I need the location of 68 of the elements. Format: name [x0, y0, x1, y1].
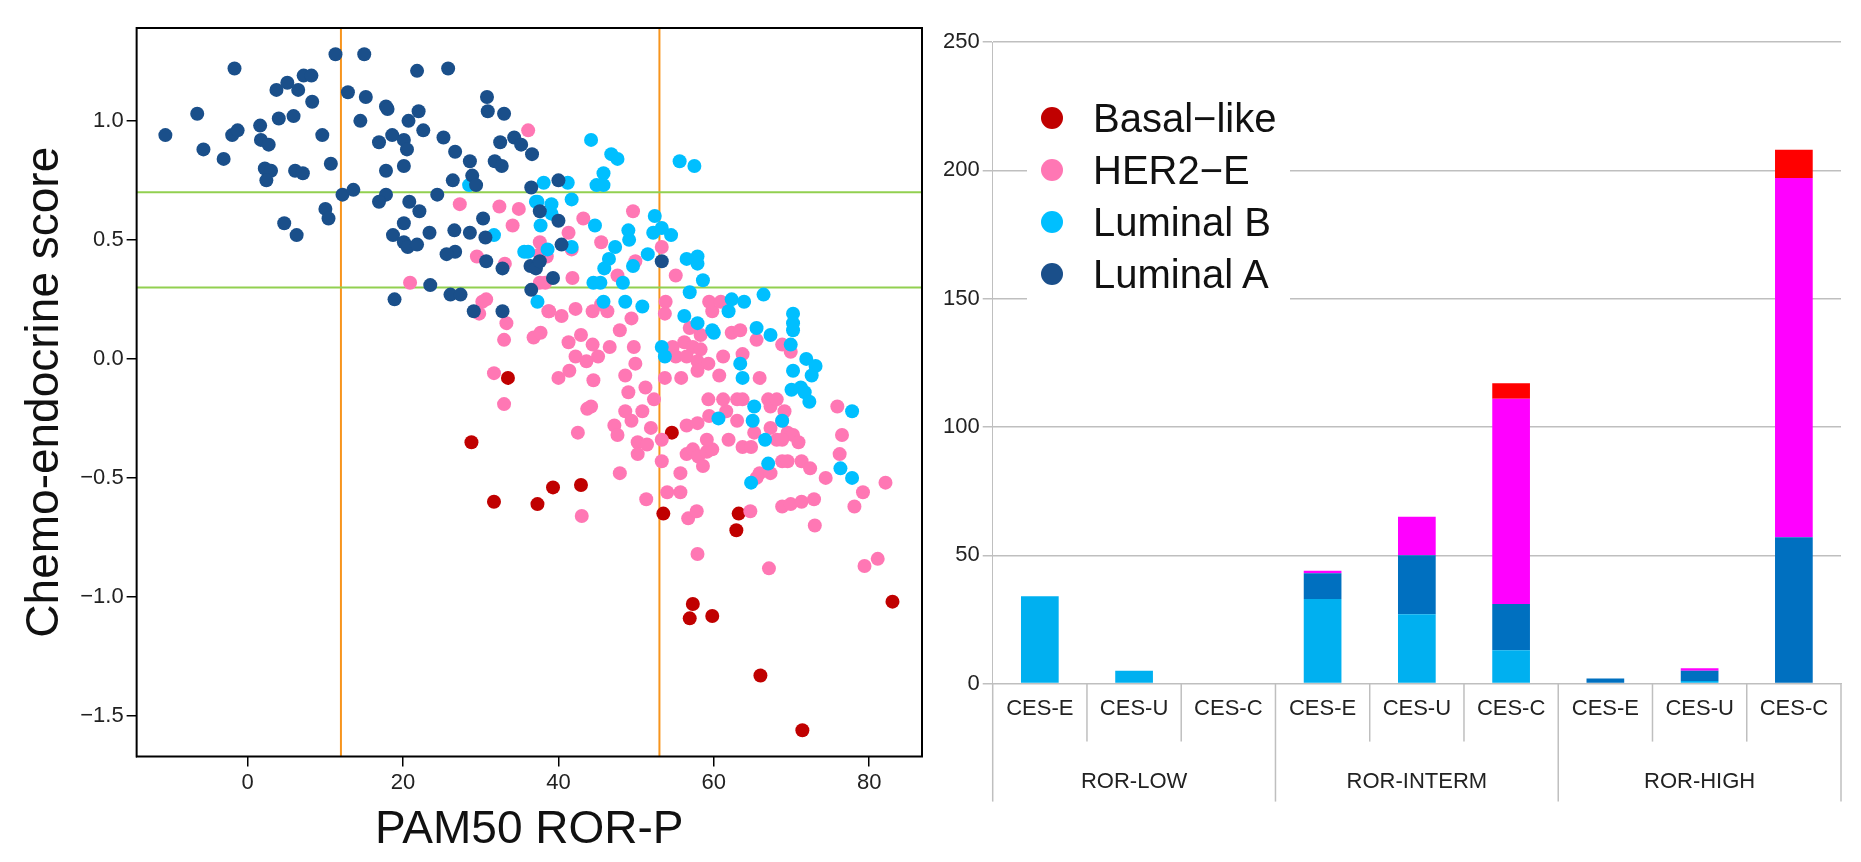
legend-label: Luminal A: [1093, 251, 1269, 298]
y-axis-title: Chemo-endocrine score: [16, 146, 69, 638]
point: [753, 668, 768, 683]
point: [464, 435, 479, 450]
x-tick-label: 0: [241, 768, 254, 794]
x-tick-label: 40: [546, 768, 571, 794]
bar: [1492, 650, 1530, 683]
x-tick-label: CES-U: [1099, 694, 1169, 720]
y-tick-label: 150: [942, 284, 980, 310]
y-tick-label: 0.5: [93, 225, 124, 251]
bar: [1020, 596, 1059, 683]
x-tick-label: CES-E: [1288, 694, 1357, 720]
point: [705, 608, 720, 623]
point: [731, 506, 746, 521]
point: [530, 497, 545, 512]
y-tick-label: 0: [967, 669, 980, 695]
x-tick-label: CES-E: [1006, 694, 1074, 720]
x-tick-label: 20: [390, 768, 416, 794]
legend-label: Basal−like: [1093, 95, 1277, 142]
bar: [1115, 670, 1153, 683]
text: ROR-INTERM: [1346, 767, 1488, 793]
x-tick-label: CES-U: [1382, 694, 1452, 720]
bar: [1775, 178, 1813, 538]
x-tick-label: CES-E: [1571, 694, 1639, 720]
point: [685, 597, 700, 612]
point: [500, 370, 515, 385]
point: [546, 480, 561, 495]
text: ROR-LOW: [1080, 767, 1188, 793]
bar: [1303, 573, 1342, 599]
point: [729, 523, 744, 538]
bar: [1492, 383, 1530, 399]
bar: [1680, 668, 1719, 671]
legend-label: HER2−E: [1093, 147, 1250, 194]
y-tick-label: −1.5: [80, 702, 124, 727]
bar: [1398, 555, 1436, 615]
point: [885, 594, 900, 609]
point: [573, 478, 588, 493]
bar: [1303, 598, 1342, 683]
x-tick-label: CES-C: [1476, 694, 1546, 720]
x-tick-label: 80: [856, 768, 882, 794]
y-tick-label: 200: [942, 156, 980, 182]
x-tick-label: 60: [701, 768, 727, 794]
point: [486, 494, 501, 509]
x-tick-label: CES-C: [1194, 694, 1263, 720]
bar: [1680, 670, 1719, 682]
bar: [1492, 604, 1530, 651]
y-tick-label: 0.0: [93, 344, 124, 370]
bar: [1398, 516, 1436, 556]
y-tick-label: 50: [955, 541, 980, 567]
bar: [1775, 537, 1813, 683]
y-tick-label: 250: [942, 28, 980, 54]
y-tick-label: −1.0: [80, 582, 124, 608]
y-tick-label: 1.0: [93, 106, 124, 132]
bar: [1586, 678, 1625, 683]
bar: [1492, 398, 1530, 605]
legend-label: Luminal B: [1093, 199, 1271, 246]
bar: [1775, 149, 1813, 179]
text: ROR-HIGH: [1644, 767, 1756, 793]
x-axis-title: PAM50 ROR-P: [375, 801, 684, 854]
point: [656, 506, 671, 521]
x-tick-label: CES-C: [1759, 694, 1829, 720]
point: [682, 611, 697, 626]
y-tick-label: 100: [942, 413, 980, 439]
point: [664, 425, 679, 440]
x-tick-label: CES-U: [1665, 694, 1734, 720]
point: [795, 723, 810, 738]
y-tick-label: −0.5: [80, 463, 124, 489]
bar: [1398, 614, 1436, 683]
